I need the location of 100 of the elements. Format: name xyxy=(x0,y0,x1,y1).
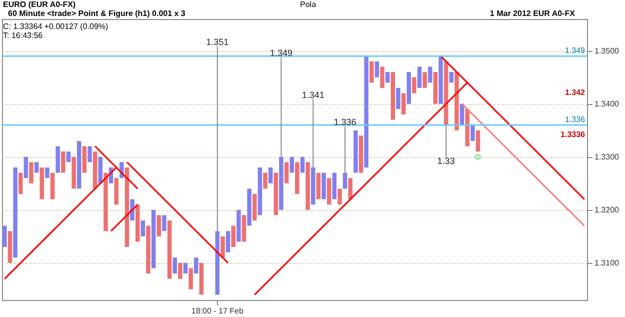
bar xyxy=(274,172,278,216)
annotation: 1.336 xyxy=(334,117,356,127)
bar xyxy=(332,172,337,200)
annotation: 1.342 xyxy=(564,88,586,97)
bar xyxy=(61,152,66,173)
bar xyxy=(476,130,480,152)
bar xyxy=(354,130,358,173)
bar xyxy=(66,152,71,162)
bar xyxy=(428,66,432,83)
bar xyxy=(268,167,273,184)
bar xyxy=(172,258,177,274)
bar xyxy=(220,236,225,258)
bar xyxy=(76,140,82,189)
annotation: C: 1.33364 +0.00127 (0.09%) xyxy=(3,22,108,31)
bar xyxy=(45,167,50,178)
bar xyxy=(279,156,284,210)
bar xyxy=(433,72,438,104)
chart-subtitle: 60 Minute <trade> Point & Figure (h1) 0.001 x 3 xyxy=(8,9,186,18)
bar xyxy=(140,220,146,236)
line-series xyxy=(461,103,586,227)
bar xyxy=(310,167,316,205)
bar xyxy=(263,172,268,189)
bar xyxy=(215,231,220,295)
bar xyxy=(374,61,380,78)
bar xyxy=(199,262,204,295)
bar xyxy=(34,162,39,173)
annotation: 1.3336 xyxy=(560,130,586,139)
bar xyxy=(8,231,12,263)
bar xyxy=(342,172,348,189)
annotation: T: 16:43:56 xyxy=(3,31,43,40)
bar xyxy=(178,262,182,279)
bar xyxy=(98,156,103,184)
bar xyxy=(326,178,332,205)
bar xyxy=(18,172,23,194)
line-series xyxy=(110,204,138,232)
bar xyxy=(130,199,134,220)
bar xyxy=(417,66,422,88)
y-tick-label: 1.3400 xyxy=(594,99,620,108)
bar xyxy=(236,210,241,242)
text: Pola xyxy=(300,0,316,9)
bar xyxy=(422,72,427,88)
bar xyxy=(258,167,262,216)
bar xyxy=(412,77,416,94)
bar xyxy=(406,72,411,104)
bar xyxy=(40,167,44,200)
bar xyxy=(290,156,294,173)
bar xyxy=(72,156,76,189)
bar xyxy=(50,172,55,200)
annotation: 1.349 xyxy=(270,48,292,58)
bar xyxy=(348,178,352,200)
bar xyxy=(183,262,188,274)
bar xyxy=(454,72,459,130)
bar xyxy=(242,215,246,242)
chart-title: EURO (EUR A0-FX) xyxy=(3,0,76,9)
bar xyxy=(465,109,470,146)
bar xyxy=(364,56,368,168)
bar xyxy=(135,204,140,242)
x-tick-label: 18:00 - 17 Feb xyxy=(191,306,244,316)
bar xyxy=(306,162,310,210)
y-tick-label: 1.3100 xyxy=(594,258,620,268)
annotation: 1.33 xyxy=(437,156,455,166)
bar xyxy=(29,162,34,184)
bar xyxy=(322,172,326,200)
bar xyxy=(146,226,150,274)
bar xyxy=(82,146,87,173)
bar xyxy=(56,146,60,173)
bar xyxy=(194,258,198,274)
line-series xyxy=(126,161,229,264)
bar xyxy=(247,188,252,226)
bar xyxy=(300,156,305,173)
bar xyxy=(167,220,172,279)
bar xyxy=(151,210,156,268)
bar xyxy=(396,88,400,110)
bar xyxy=(369,61,374,83)
bar xyxy=(316,172,321,200)
ref-line-label: 1.336 xyxy=(564,115,586,124)
bar xyxy=(188,268,193,290)
bar xyxy=(284,162,289,184)
bar xyxy=(295,162,300,194)
bar xyxy=(470,125,475,141)
bar xyxy=(338,188,342,205)
y-tick-label: 1.3200 xyxy=(594,205,620,214)
y-tick-label: 1.3500 xyxy=(594,46,620,56)
bar xyxy=(13,167,18,258)
bar xyxy=(162,215,166,232)
bar xyxy=(380,66,384,88)
annotation: 1.351 xyxy=(206,37,229,47)
bar xyxy=(2,226,7,247)
bar xyxy=(88,146,92,162)
annotation: 1.341 xyxy=(302,90,324,100)
bar xyxy=(358,136,364,173)
bar xyxy=(92,152,98,189)
bar xyxy=(449,72,454,83)
bar xyxy=(226,231,230,252)
y-tick-label: 1.3300 xyxy=(594,152,620,162)
bar xyxy=(104,172,108,232)
ref-line-label: 1.349 xyxy=(564,46,586,56)
text: 1 Mar 2012 EUR A0-FX xyxy=(490,9,575,18)
bar xyxy=(438,56,443,104)
bar xyxy=(385,72,390,83)
